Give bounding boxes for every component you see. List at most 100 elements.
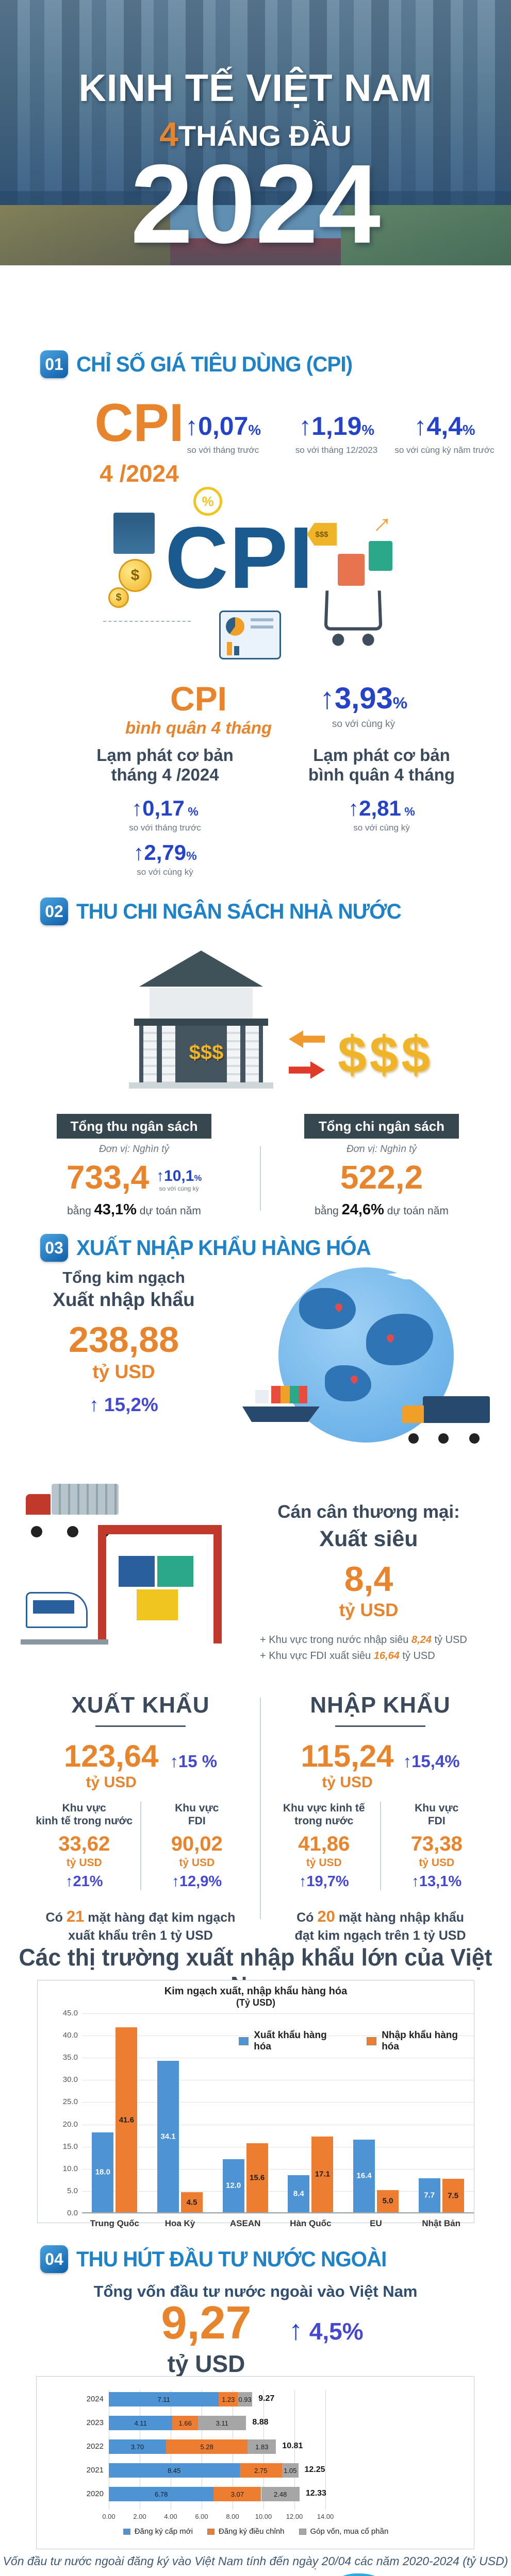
year-title: 2024 (130, 142, 381, 267)
stat-value: 0,17 (142, 795, 185, 820)
fdi-change: ↑ 4,5% (289, 2314, 364, 2346)
stat-unit: % (463, 422, 475, 438)
section-3-header: 03 XUẤT NHẬP KHẨU HÀNG HÓA (40, 1234, 383, 1262)
cpi-stat-dec: ↑1,19% so với tháng 12/2023 (281, 411, 392, 455)
dollar-signs-text: $$$ (338, 1026, 433, 1083)
total-value: 238,88 (68, 1319, 179, 1360)
cpi-average-block: CPI bình quân 4 tháng (119, 679, 278, 738)
factory-photo-tile (0, 205, 171, 265)
fdi-chart-plot: 0.00 2.00 4.00 6.00 8.00 10.00 12.00 14.00 2024 7… (87, 2390, 439, 2520)
core-inflation-average: Lạm phát cơ bản bình quân 4 tháng ↑2,81 %… (273, 745, 490, 833)
bar-EU-Nhập khẩu hàng hóa: 5.0 (377, 2190, 399, 2212)
stat-unit: % (361, 422, 374, 438)
x-category-label: Nhật Bản (422, 2218, 460, 2228)
ui-line (251, 625, 273, 629)
up-arrow-icon: ↑ (65, 1873, 73, 1890)
bar-ASEAN-Xuất khẩu hàng hóa: 12.0 (222, 2159, 244, 2212)
segment-2024-Góp vốn, mua cổ phần: 0.93 (238, 2392, 253, 2406)
legend-label: Đăng ký cấp mới (134, 2527, 193, 2536)
sub-value: 41,86 (298, 1833, 350, 1856)
legend-swatch (239, 2037, 249, 2045)
balance-unit: tỷ USD (339, 1600, 399, 1620)
export-title: XUẤT KHẨU (71, 1692, 210, 1718)
note-pre: Có (45, 1910, 63, 1925)
cpi-illustration: CPI $ $ % $$$ ↑ (103, 487, 413, 672)
sub-unit: tỷ USD (419, 1857, 455, 1869)
cpi-average-stat: ↑3,93% so với cùng kỳ (286, 681, 441, 730)
segment-2022-Đăng ký cấp mới: 3.70 (109, 2439, 166, 2454)
balance-note-1: + Khu vực trong nước nhập siêu 8,24 tỷ U… (248, 1634, 490, 1646)
ricefield-photo-tile (340, 205, 511, 265)
year-label: 2020 (86, 2489, 104, 2498)
chart-subtitle: (Tỷ USD) (236, 1997, 275, 2008)
segment-2021-Đăng ký điều chỉnh: 2.75 (239, 2463, 282, 2478)
legend-label: Đăng ký điều chỉnh (218, 2527, 285, 2536)
revenue-ratio: 43,1% (94, 1201, 137, 1218)
bank-column (245, 1026, 259, 1082)
section-2-header: 02 THU CHI NGÂN SÁCH NHÀ NƯỚC (40, 897, 415, 925)
segment-2022-Góp vốn, mua cổ phần: 1.83 (248, 2439, 276, 2454)
legend-label: Góp vốn, mua cổ phần (310, 2527, 389, 2536)
fdi-value: 9,27 (161, 2297, 252, 2349)
markets-chart: Kim ngạch xuất, nhập khẩu hàng hóa (Tỷ U… (37, 1980, 474, 2228)
spending-badge: Tổng chi ngân sách (304, 1114, 459, 1139)
title-line: Lạm phát cơ bản (313, 745, 450, 765)
fdi-unit: tỷ USD (167, 2350, 245, 2377)
bar-Nhật Bản-Nhập khẩu hàng hóa: 7.5 (442, 2179, 464, 2212)
up-arrow-icon: ↑ (170, 1752, 178, 1771)
export-block: XUẤT KHẨU 123,64 tỷ USD ↑15 % Khu vực kin… (28, 1692, 253, 1945)
balance-value: 8,4 (344, 1560, 393, 1599)
export-change: 15 % (178, 1752, 218, 1771)
x-category-label: Hàn Quốc (290, 2218, 332, 2228)
continent (330, 2573, 392, 2576)
total-label: 9.27 (258, 2394, 275, 2403)
chart-window-icon (219, 611, 281, 659)
cpi-art-text: CPI (165, 509, 315, 607)
x-category-label: ASEAN (229, 2218, 261, 2228)
shopping-bag-icon (369, 541, 392, 571)
up-arrow-icon: ↑ (156, 1167, 164, 1184)
sub-value: 90,02 (171, 1833, 223, 1856)
segment-2020-Đăng ký cấp mới: 6.78 (109, 2487, 214, 2501)
balance-label: Cán cân thương mại: (277, 1502, 460, 1522)
section-2-title: THU CHI NGÂN SÁCH NHÀ NƯỚC (76, 899, 402, 923)
cart-wheel (332, 634, 344, 646)
cpi-avg-sublabel: bình quân 4 tháng (125, 718, 272, 737)
dashed-connector (103, 621, 191, 622)
unit-note: Đơn vị: Nghìn tỷ (346, 1144, 417, 1155)
segment-2023-Đăng ký điều chỉnh: 1.66 (172, 2416, 199, 2430)
up-arrow-icon: ↑ (299, 1873, 307, 1890)
cpi-word: CPI (94, 393, 184, 453)
sub-label: Khu vực (175, 1802, 219, 1814)
total-unit: tỷ USD (92, 1361, 155, 1382)
cpi-stat-yoy: ↑4,4% so với cùng kỳ năm trước (388, 411, 501, 455)
fdi-total-value-block: 9,27 tỷ USD (129, 2297, 284, 2378)
sub-title-text: THÁNG ĐẦU (178, 120, 352, 152)
up-arrow-icon: ↑ (403, 1752, 412, 1771)
bar-icon (234, 646, 239, 655)
bar-Hoa Kỳ-Xuất khẩu hàng hóa: 34.1 (157, 2060, 179, 2212)
trade-balance-block: Cán cân thương mại: Xuất siêu 8,4 tỷ USD… (248, 1502, 490, 1662)
shopping-bag-icon (338, 554, 365, 586)
note-suffix: tỷ USD (434, 1634, 467, 1646)
cpi-avg-label: CPI (170, 680, 227, 718)
stat-unit: % (392, 693, 408, 712)
fdi-chart: 0.00 2.00 4.00 6.00 8.00 10.00 12.00 14.00 2024 7… (36, 2376, 474, 2549)
cart-icon (324, 590, 383, 646)
sub-value: 73,38 (410, 1833, 463, 1856)
stat-value: 4,4 (426, 412, 463, 440)
money-flow-illustration: $$$ (289, 1025, 474, 1097)
revenue-change: 10,1 (164, 1167, 194, 1184)
export-note: Có 21 mặt hàng đạt kim ngạch xuất khẩu tr… (28, 1906, 253, 1945)
bar-EU-Xuất khẩu hàng hóa: 16.4 (353, 2139, 375, 2212)
stat-value: 0,07 (198, 412, 249, 440)
section-2-badge: 02 (40, 897, 68, 925)
up-arrow-icon: ↑ (299, 412, 312, 440)
fdi-change-value: 4,5% (309, 2318, 364, 2345)
bar-Trung Quốc-Nhập khẩu hàng hóa: 41.6 (116, 2027, 138, 2212)
sub-label: kinh tế trong nước (36, 1815, 133, 1827)
fdi-total-label: Tổng vốn đầu tư nước ngoài vào Việt Nam (93, 2282, 418, 2300)
note-suffix: tỷ USD (402, 1650, 435, 1662)
bar-ASEAN-Nhập khẩu hàng hóa: 15.6 (246, 2143, 268, 2212)
